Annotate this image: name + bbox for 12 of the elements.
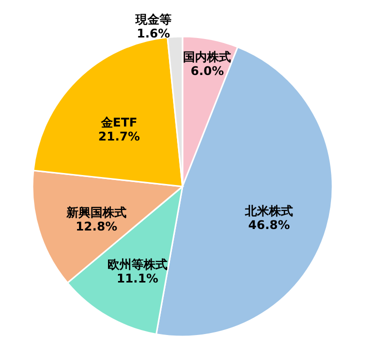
data-label: 21.7% — [98, 130, 140, 144]
data-label: 12.8% — [76, 220, 118, 234]
data-label: 46.8% — [248, 218, 290, 232]
slice-label: 現金等 — [134, 12, 172, 27]
data-label: 1.6% — [136, 26, 170, 41]
data-label: 11.1% — [116, 271, 158, 286]
slice-label: 新興国株式 — [65, 206, 126, 220]
slice-label: 北米株式 — [244, 204, 294, 218]
data-label: 6.0% — [190, 64, 224, 78]
slice-label: 金ETF — [100, 116, 138, 130]
slice-label: 欧州等株式 — [107, 257, 168, 272]
slice-label: 国内株式 — [183, 50, 232, 64]
